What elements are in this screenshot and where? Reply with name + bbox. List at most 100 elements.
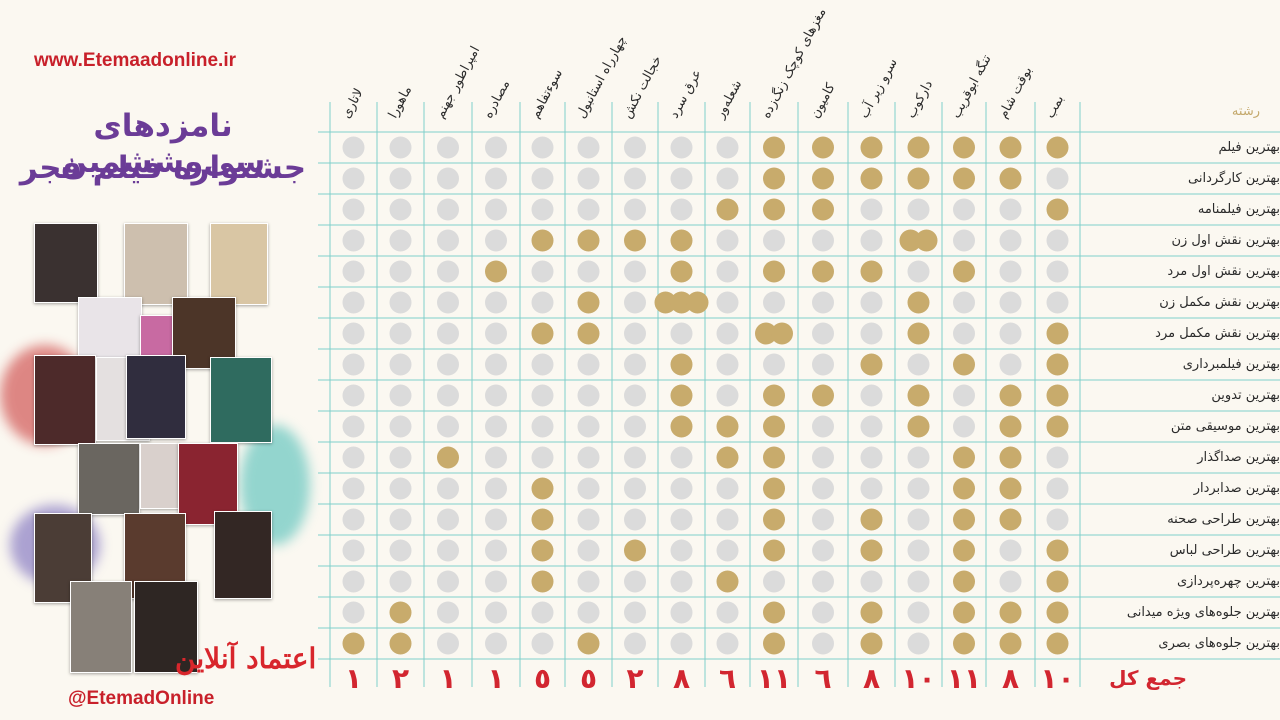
empty-dot <box>389 415 412 438</box>
nomination-dot <box>763 198 785 221</box>
empty-dot <box>531 446 554 469</box>
film-total: ٢ <box>626 662 644 695</box>
empty-dot <box>624 260 646 283</box>
film-total: ١ <box>439 662 457 695</box>
nomination-dot <box>1046 601 1069 624</box>
empty-dot <box>1046 508 1069 531</box>
nomination-dot <box>577 291 600 314</box>
empty-dot <box>389 570 412 593</box>
nomination-dot <box>907 415 930 438</box>
nomination-dot <box>1046 570 1069 593</box>
empty-dot <box>437 384 459 407</box>
empty-dot <box>670 508 693 531</box>
empty-dot <box>716 632 739 655</box>
empty-dot <box>342 539 365 562</box>
nomination-dot <box>389 601 412 624</box>
empty-dot <box>907 446 930 469</box>
page-title-line1: نامزدهای سی‌وششمین <box>60 108 266 180</box>
nomination-dot <box>670 229 693 252</box>
empty-dot <box>531 415 554 438</box>
category-label: بهترین نقش مکمل زن <box>1159 295 1280 310</box>
film-total: ٥ <box>579 662 598 695</box>
empty-dot <box>389 353 412 376</box>
empty-dot <box>670 198 693 221</box>
empty-dot <box>342 229 365 252</box>
empty-dot <box>999 229 1022 252</box>
nomination-dot <box>670 291 693 314</box>
poster <box>134 581 198 673</box>
nomination-dot <box>485 260 507 283</box>
site-url[interactable]: www.Etemaadonline.ir <box>34 50 237 71</box>
nomination-dot <box>531 229 554 252</box>
category-label: بهترین فیلمنامه <box>1197 202 1280 217</box>
nomination-dot <box>812 384 834 407</box>
empty-dot <box>1046 477 1069 500</box>
category-label: بهترین جلوه‌های بصری <box>1158 636 1280 651</box>
empty-dot <box>1046 291 1069 314</box>
nomination-dot <box>1046 136 1069 159</box>
nomination-dot <box>686 291 709 314</box>
nomination-dot <box>953 570 975 593</box>
empty-dot <box>624 167 646 190</box>
category-label: بهترین فیلمبرداری <box>1182 357 1280 372</box>
nomination-dot <box>1046 539 1069 562</box>
empty-dot <box>812 508 834 531</box>
empty-dot <box>531 167 554 190</box>
empty-dot <box>907 353 930 376</box>
empty-dot <box>999 353 1022 376</box>
nomination-dot <box>953 539 975 562</box>
nomination-dot <box>860 508 883 531</box>
film-total: ١١ <box>756 662 792 695</box>
nomination-dot <box>812 260 834 283</box>
nomination-dot <box>577 229 600 252</box>
empty-dot <box>577 384 600 407</box>
empty-dot <box>437 477 459 500</box>
empty-dot <box>437 229 459 252</box>
nomination-dot <box>999 167 1022 190</box>
empty-dot <box>716 477 739 500</box>
nomination-dot <box>953 167 975 190</box>
category-column-header: رشته <box>1231 104 1260 119</box>
empty-dot <box>389 384 412 407</box>
empty-dot <box>342 384 365 407</box>
nomination-dot <box>716 446 739 469</box>
empty-dot <box>437 539 459 562</box>
empty-dot <box>812 353 834 376</box>
empty-dot <box>437 136 459 159</box>
empty-dot <box>624 477 646 500</box>
poster <box>214 511 272 599</box>
category-label: بهترین نقش اول زن <box>1171 233 1280 248</box>
nomination-dot <box>670 415 693 438</box>
empty-dot <box>1046 446 1069 469</box>
film-total: ٦ <box>814 662 832 695</box>
poster <box>124 223 188 305</box>
empty-dot <box>485 136 507 159</box>
category-label: بهترین تدوین <box>1211 388 1280 403</box>
empty-dot <box>624 570 646 593</box>
nomination-dot <box>999 415 1022 438</box>
nomination-dot <box>624 539 646 562</box>
nomination-dot <box>342 632 365 655</box>
empty-dot <box>860 384 883 407</box>
total-row-label: جمع کل <box>1109 666 1187 690</box>
empty-dot <box>716 136 739 159</box>
empty-dot <box>624 632 646 655</box>
empty-dot <box>907 198 930 221</box>
empty-dot <box>670 322 693 345</box>
empty-dot <box>577 508 600 531</box>
empty-dot <box>389 477 412 500</box>
poster-collage <box>0 205 310 680</box>
nomination-dot <box>907 291 930 314</box>
empty-dot <box>389 539 412 562</box>
empty-dot <box>716 601 739 624</box>
empty-dot <box>716 353 739 376</box>
nomination-dot <box>907 384 930 407</box>
empty-dot <box>907 477 930 500</box>
social-handle[interactable]: @EtemadOnline <box>68 688 215 709</box>
empty-dot <box>437 632 459 655</box>
empty-dot <box>624 384 646 407</box>
nomination-dot <box>763 384 785 407</box>
empty-dot <box>577 136 600 159</box>
nomination-dot <box>953 136 975 159</box>
